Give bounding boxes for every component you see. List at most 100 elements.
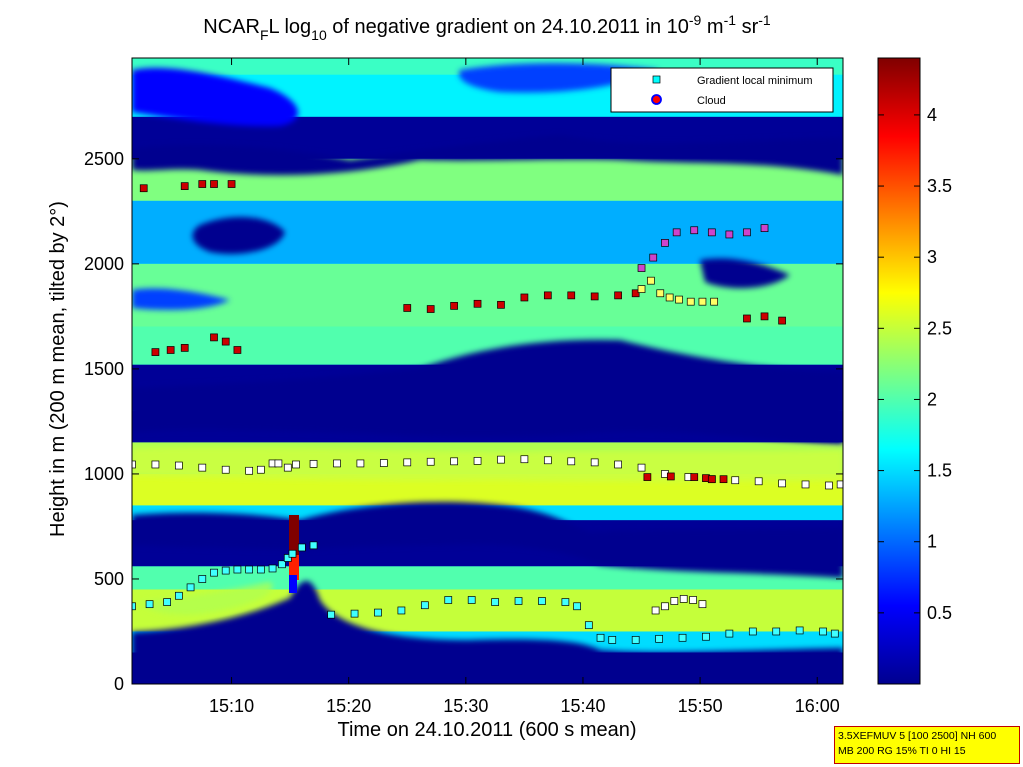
legend-label-gradient-minimum: Gradient local minimum <box>697 75 813 87</box>
gradient-minimum-series <box>651 595 707 615</box>
gradient-minimum-marker <box>731 476 740 485</box>
y-tick-label: 0 <box>114 674 124 694</box>
gradient-minimum-marker <box>278 560 286 569</box>
gradient-minimum-marker <box>679 595 688 603</box>
colorbar: 0.5 1 1.5 2 2.5 3 3.5 4 <box>877 57 952 685</box>
cloud-marker <box>473 299 482 308</box>
cloud-series <box>403 289 640 313</box>
cloud-marker <box>139 184 148 193</box>
gradient-minimum-marker <box>256 465 265 474</box>
cloud-marker <box>567 291 576 300</box>
gradient-minimum-marker <box>675 295 683 304</box>
dark-patch-d <box>700 258 790 289</box>
cloud-series <box>643 472 728 484</box>
legend: Gradient local minimum Cloud <box>610 67 834 113</box>
y-tick-label: 2000 <box>84 254 124 274</box>
gradient-minimum-marker <box>778 479 786 488</box>
gradient-minimum-marker <box>655 634 663 643</box>
gradient-minimum-marker <box>637 264 646 272</box>
dark-layer-lower <box>132 501 843 578</box>
cloud-marker <box>210 333 218 342</box>
cloud-marker <box>210 180 218 188</box>
gradient-minimum-marker <box>702 632 710 641</box>
gradient-minimum-marker <box>651 606 660 615</box>
marker-series <box>132 180 843 644</box>
gradient-minimum-marker <box>245 565 253 574</box>
cloud-marker <box>760 312 769 321</box>
gradient-minimum-series <box>132 541 318 611</box>
gradient-minimum-marker <box>491 598 499 606</box>
dark-layer-middle <box>132 339 843 445</box>
gradient-minimum-marker <box>665 293 674 302</box>
cloud-marker <box>643 473 652 481</box>
gradient-minimum-series <box>637 276 719 306</box>
cloud-series <box>743 312 786 325</box>
cloud-marker <box>743 314 751 323</box>
gradient-minimum-marker <box>637 463 646 472</box>
gradient-minimum-marker <box>686 297 695 306</box>
gradient-minimum-marker <box>292 460 300 469</box>
gradient-minimum-marker <box>283 463 292 472</box>
gradient-minimum-marker <box>631 636 640 644</box>
gradient-minimum-marker <box>707 228 716 237</box>
cloud-marker <box>198 180 207 188</box>
cloud-marker <box>666 472 675 481</box>
dark-patch-b <box>132 67 299 127</box>
cloud-marker <box>426 305 435 313</box>
cloud-marker <box>403 304 412 312</box>
cloud-series <box>139 180 236 193</box>
x-tick-label: 15:20 <box>326 696 371 716</box>
gradient-minimum-marker <box>573 602 581 611</box>
gradient-minimum-marker <box>689 596 697 604</box>
colorbar-tick-label: 0.5 <box>927 603 952 623</box>
gradient-minimum-marker <box>297 543 306 552</box>
x-axis: 15:10 15:20 15:30 15:40 15:50 16:00 <box>209 58 840 716</box>
heatmap-structures <box>132 63 843 684</box>
y-tick-label: 1000 <box>84 464 124 484</box>
gradient-minimum-marker <box>283 554 292 562</box>
gradient-minimum-marker <box>467 596 476 604</box>
gradient-minimum-marker <box>327 610 335 619</box>
colorbar-tick-label: 4 <box>927 105 937 125</box>
y-tick-label: 1500 <box>84 359 124 379</box>
y-tick-label: 2500 <box>84 149 124 169</box>
legend-box <box>610 67 834 113</box>
gradient-minimum-marker <box>403 458 412 467</box>
gradient-minimum-marker <box>132 460 136 469</box>
plot-frame <box>131 57 844 685</box>
gradient-minimum-marker <box>163 598 171 606</box>
gradient-minimum-marker <box>543 456 552 465</box>
heatmap-plot-area <box>132 58 843 684</box>
gradient-minimum-marker <box>710 297 719 306</box>
cloud-marker <box>151 348 160 356</box>
cloud-marker <box>166 346 175 354</box>
gradient-minimum-marker <box>819 627 827 636</box>
hot-spot <box>289 515 299 555</box>
gradient-minimum-marker <box>690 226 699 235</box>
cloud-marker <box>221 337 230 346</box>
gradient-minimum-marker <box>350 609 359 618</box>
gradient-minimum-marker <box>614 460 622 469</box>
colorbar-gradient <box>877 57 921 685</box>
x-axis-label: Time on 24.10.2011 (600 s mean) <box>337 719 636 741</box>
gradient-minimum-marker <box>637 285 646 293</box>
cloud-marker <box>497 300 505 309</box>
warm-layer-lower <box>140 582 273 615</box>
gradient-minimum-marker <box>198 463 207 472</box>
gradient-minimum-marker <box>497 455 505 464</box>
y-axis: 0 500 1000 1500 2000 2500 <box>84 149 843 694</box>
gradient-minimum-marker <box>233 565 242 574</box>
gradient-minimum-marker <box>268 564 277 573</box>
gradient-minimum-marker <box>748 627 757 636</box>
gradient-minimum-marker <box>836 480 843 489</box>
cloud-marker <box>233 346 242 354</box>
gradient-minimum-marker <box>596 633 605 642</box>
chart-title: NCARFL log10 of negative gradient on 24.… <box>203 12 771 43</box>
colorbar-tick-label: 2.5 <box>927 318 952 338</box>
gradient-minimum-marker <box>274 459 283 468</box>
cloud-marker <box>778 316 786 325</box>
gradient-minimum-marker <box>420 601 429 610</box>
cloud-marker <box>631 289 640 298</box>
gradient-minimum-marker <box>825 481 833 490</box>
gradient-minimum-marker <box>567 457 576 466</box>
